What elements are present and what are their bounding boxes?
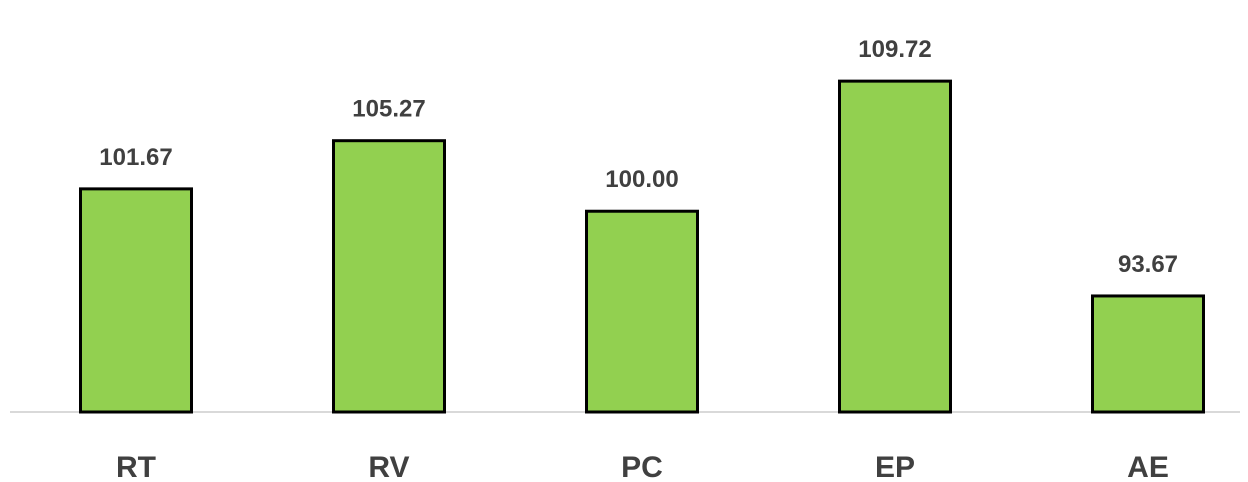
category-label-pc: PC (621, 451, 663, 482)
bar-rt (79, 187, 193, 414)
category-label-rv: RV (368, 451, 409, 482)
bar-ae (1091, 294, 1205, 414)
data-label-ae: 93.67 (1118, 251, 1178, 278)
category-labels-group: RT RV PC EP AE (116, 451, 1169, 482)
data-label-rv: 105.27 (352, 96, 425, 123)
category-label-ep: EP (875, 451, 915, 482)
bar-ep (838, 79, 952, 414)
data-label-rt: 101.67 (99, 144, 172, 171)
data-label-ep: 109.72 (858, 36, 931, 63)
category-label-ae: AE (1127, 451, 1169, 482)
bar-pc (585, 209, 699, 414)
data-label-pc: 100.00 (605, 166, 678, 193)
category-label-rt: RT (116, 451, 156, 482)
value-labels-group: 101.67 105.27 100.00 109.72 93.67 (99, 36, 1178, 278)
bars-group (79, 79, 1205, 414)
bar-rv (332, 139, 446, 414)
